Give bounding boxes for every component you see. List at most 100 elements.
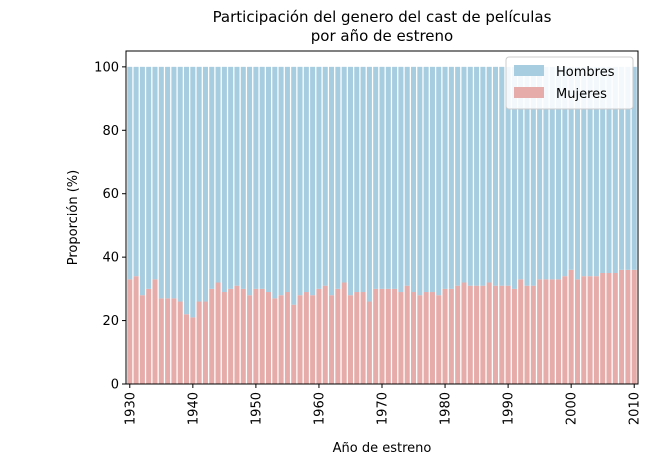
bar-mujeres [366, 301, 372, 384]
bar-hombres [537, 66, 543, 280]
bar-hombres [152, 66, 158, 280]
bar-hombres [146, 66, 152, 289]
bar-hombres [574, 66, 580, 280]
bar-hombres [631, 66, 637, 270]
chart-title-line-1: Participación del genero del cast de pel… [213, 8, 552, 26]
legend-label-hombres: Hombres [556, 65, 615, 80]
bar-hombres [139, 66, 145, 296]
bar-mujeres [322, 285, 328, 384]
legend-label-mujeres: Mujeres [556, 87, 607, 102]
bar-mujeres [303, 292, 309, 384]
x-tick-label: 1940 [186, 392, 201, 425]
bar-mujeres [492, 285, 499, 384]
bar-hombres [600, 66, 606, 273]
bar-hombres [215, 66, 221, 283]
x-tick-label: 1970 [376, 392, 391, 425]
y-axis: 0 20 40 60 80 100 [94, 60, 126, 393]
bar-mujeres [518, 279, 524, 384]
bar-hombres [480, 66, 486, 286]
bar-hombres [423, 66, 429, 293]
bar-mujeres [417, 295, 423, 384]
bar-hombres [417, 66, 423, 296]
bar-mujeres [146, 288, 152, 384]
bar-mujeres [354, 292, 360, 384]
bar-mujeres [139, 295, 145, 384]
bar-hombres [127, 66, 133, 280]
bar-hombres [474, 66, 480, 286]
bar-hombres [549, 66, 555, 280]
bar-hombres [499, 66, 505, 286]
bar-mujeres [461, 282, 467, 384]
bar-hombres [284, 66, 290, 293]
bar-hombres [165, 66, 171, 299]
bar-mujeres [549, 279, 555, 384]
bar-mujeres [524, 285, 530, 384]
bar-hombres [411, 66, 417, 293]
bar-hombres [310, 66, 316, 296]
bar-mujeres [581, 276, 587, 384]
bar-hombres [511, 66, 517, 289]
bar-mujeres [568, 269, 574, 384]
x-tick-label: 1980 [439, 392, 454, 425]
bar-mujeres [429, 292, 435, 384]
bar-mujeres [530, 285, 536, 384]
bar-hombres [404, 66, 410, 286]
bar-hombres [429, 66, 435, 293]
bar-hombres [202, 66, 208, 302]
bar-hombres [247, 66, 253, 296]
bar-hombres [379, 66, 385, 289]
bar-mujeres [278, 295, 284, 384]
bar-hombres [455, 66, 461, 286]
bar-hombres [562, 66, 568, 277]
bar-mujeres [152, 279, 158, 384]
bar-mujeres [310, 295, 316, 384]
bar-hombres [335, 66, 341, 289]
bar-mujeres [455, 285, 461, 384]
bar-hombres [228, 66, 234, 289]
bar-mujeres [379, 288, 385, 384]
x-axis-label: Año de estreno [333, 441, 432, 456]
bar-mujeres [505, 285, 511, 384]
x-tick-label: 2010 [628, 392, 643, 425]
bar-mujeres [373, 288, 379, 384]
bar-mujeres [411, 292, 417, 384]
x-tick-label: 1950 [249, 392, 264, 425]
bar-hombres [581, 66, 587, 277]
bar-mujeres [606, 273, 612, 384]
bar-hombres [184, 66, 190, 315]
bar-mujeres [543, 279, 549, 384]
bar-mujeres [398, 292, 404, 384]
y-tick-label: 100 [94, 60, 119, 75]
bar-mujeres [297, 295, 303, 384]
bar-hombres [209, 66, 215, 289]
y-axis-label: Proporción (%) [66, 170, 81, 265]
bar-hombres [625, 66, 631, 270]
bar-hombres [177, 66, 183, 302]
bar-hombres [593, 66, 599, 277]
bar-mujeres [127, 279, 133, 384]
bar-mujeres [221, 292, 227, 384]
bar-mujeres [480, 285, 486, 384]
bar-hombres [436, 66, 442, 296]
bar-mujeres [474, 285, 480, 384]
bar-hombres [492, 66, 499, 286]
bar-mujeres [265, 292, 272, 384]
bar-hombres [360, 66, 366, 293]
bar-mujeres [209, 288, 215, 384]
bar-hombres [234, 66, 240, 286]
bar-hombres [322, 66, 328, 286]
bar-hombres [543, 66, 549, 280]
bar-mujeres [556, 279, 562, 384]
bar-hombres [272, 66, 278, 299]
bar-mujeres [631, 269, 637, 384]
bar-mujeres [593, 276, 599, 384]
bar-hombres [612, 66, 618, 273]
bar-mujeres [562, 276, 568, 384]
bar-hombres [329, 66, 335, 296]
chart-title-line-2: por año de estreno [311, 27, 453, 45]
x-tick-label: 1960 [312, 392, 327, 425]
bar-mujeres [625, 269, 631, 384]
y-tick-label: 20 [102, 314, 119, 329]
bar-mujeres [171, 298, 177, 384]
